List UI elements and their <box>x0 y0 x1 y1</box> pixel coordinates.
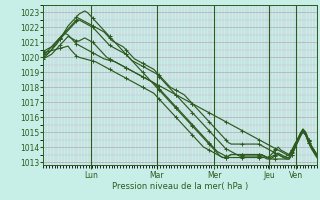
X-axis label: Pression niveau de la mer( hPa ): Pression niveau de la mer( hPa ) <box>112 182 248 191</box>
